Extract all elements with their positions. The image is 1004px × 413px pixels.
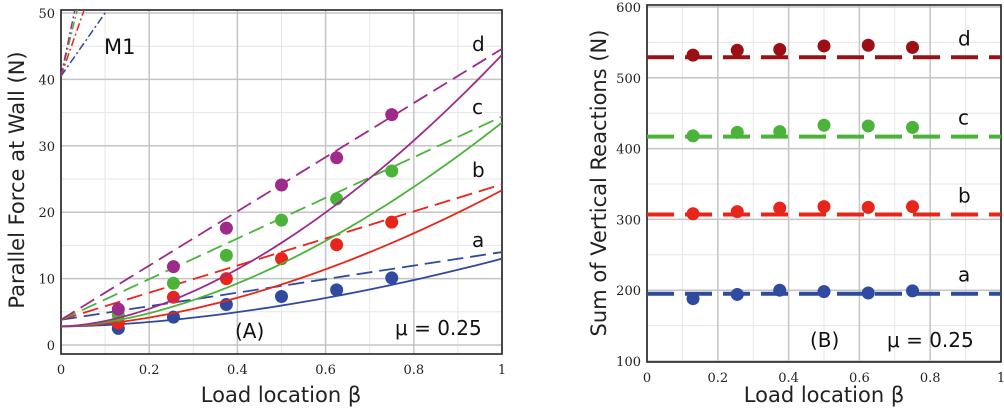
series-a-dashed-line <box>61 251 502 321</box>
y-axis-title-b: Sum of Vertical Reactions (N) <box>587 30 611 337</box>
series-d-point <box>730 43 744 57</box>
series-a-point <box>730 287 744 301</box>
x-tick-label: 0.8 <box>403 363 424 378</box>
series-c-point <box>861 119 875 133</box>
series-b-point <box>861 200 875 214</box>
series-a-solid-curve <box>61 257 502 328</box>
series-d-point <box>686 48 700 62</box>
y-tick-label: 400 <box>616 143 641 158</box>
series-b-point <box>730 205 744 219</box>
series-b-point <box>817 200 831 214</box>
panel-label-a: (A) <box>235 319 264 343</box>
series-b-point <box>385 215 399 229</box>
series-a-point <box>861 286 875 300</box>
series-a-point <box>686 292 700 306</box>
annotation-mu-a: μ = 0.25 <box>395 316 482 340</box>
y-tick-label: 0 <box>47 339 55 354</box>
series-c-point <box>730 125 744 139</box>
series-b-m1-line <box>61 10 85 77</box>
y-tick-label: 600 <box>616 1 641 16</box>
series-c-point <box>219 248 233 262</box>
x-tick-label: 0.2 <box>707 371 728 386</box>
x-tick-label: 1 <box>498 363 506 378</box>
series-b-point <box>686 207 700 221</box>
series-label-c: c <box>958 106 969 130</box>
series-d-point <box>111 302 125 316</box>
y-tick-label: 30 <box>38 140 55 155</box>
series-d-point <box>385 108 399 122</box>
model-label-m1: M1 <box>104 35 135 59</box>
series-b-point <box>330 238 344 252</box>
series-c-point <box>166 276 180 290</box>
x-tick-label: 0 <box>643 371 651 386</box>
x-axis-title-b: Load location β <box>744 383 904 407</box>
y-tick-label: 20 <box>38 206 55 221</box>
plot-frame <box>646 4 1002 363</box>
series-label-c: c <box>472 95 483 119</box>
series-a-point <box>330 283 344 297</box>
series-d-point <box>219 221 233 235</box>
series-a-m1-line <box>61 10 109 77</box>
series-label-b: b <box>472 158 485 182</box>
y-tick-label: 300 <box>616 213 641 228</box>
x-tick-label: 0.4 <box>227 363 248 378</box>
series-d-point <box>906 40 919 54</box>
series-c-point <box>817 118 831 132</box>
x-tick-label: 0.6 <box>315 363 336 378</box>
series-d-m1-line <box>61 10 76 77</box>
series-label-d: d <box>958 26 971 50</box>
x-tick-label: 0.2 <box>139 363 160 378</box>
series-a-point <box>906 284 919 298</box>
series-c-solid-curve <box>61 121 502 328</box>
x-tick-label: 0 <box>57 363 65 378</box>
y-tick-label: 200 <box>616 284 641 299</box>
series-a-point <box>385 271 399 285</box>
series-label-b: b <box>958 183 971 207</box>
series-b-solid-curve <box>61 189 502 328</box>
series-a-point <box>773 283 787 297</box>
annotation-mu-b: μ = 0.25 <box>887 328 974 352</box>
series-a-point <box>817 285 831 299</box>
series-d-point <box>817 39 831 53</box>
x-tick-label: 0.4 <box>778 371 799 386</box>
series-c-point <box>686 129 700 143</box>
series-b-point <box>773 201 787 215</box>
panel-label-b: (B) <box>810 328 839 352</box>
series-c-point <box>773 125 787 139</box>
series-d-point <box>773 42 787 56</box>
series-a-point <box>275 290 288 304</box>
plot-frame <box>60 9 503 355</box>
series-c-point <box>275 213 288 227</box>
y-tick-label: 500 <box>616 72 641 87</box>
series-label-a: a <box>958 263 970 287</box>
series-d-point <box>275 178 288 192</box>
series-d-point <box>861 38 875 52</box>
series-d-point <box>330 151 344 165</box>
x-tick-label: 0.6 <box>849 371 870 386</box>
y-tick-label: 100 <box>616 355 641 370</box>
series-b-point <box>219 272 233 286</box>
y-tick-label: 50 <box>38 7 55 22</box>
series-b-dashed-line <box>61 183 502 321</box>
series-c-point <box>906 120 919 134</box>
series-c-point <box>385 164 399 178</box>
x-tick-label: 1 <box>997 371 1004 386</box>
series-label-d: d <box>472 32 485 56</box>
y-tick-label: 40 <box>38 73 55 88</box>
series-b-point <box>906 200 919 214</box>
series-label-a: a <box>472 228 484 252</box>
series-d-point <box>166 260 180 274</box>
y-axis-title-a: Parallel Force at Wall (N) <box>5 51 29 308</box>
chart-panel-b: 0 0.2 0.4 0.6 0.8 1 100 200 300 400 500 600 (B) μ =… <box>587 1 1004 407</box>
series-d-solid-curve <box>61 54 502 328</box>
x-axis-title-a: Load location β <box>201 383 361 407</box>
x-tick-label: 0.8 <box>920 371 941 386</box>
y-tick-label: 10 <box>38 273 55 288</box>
